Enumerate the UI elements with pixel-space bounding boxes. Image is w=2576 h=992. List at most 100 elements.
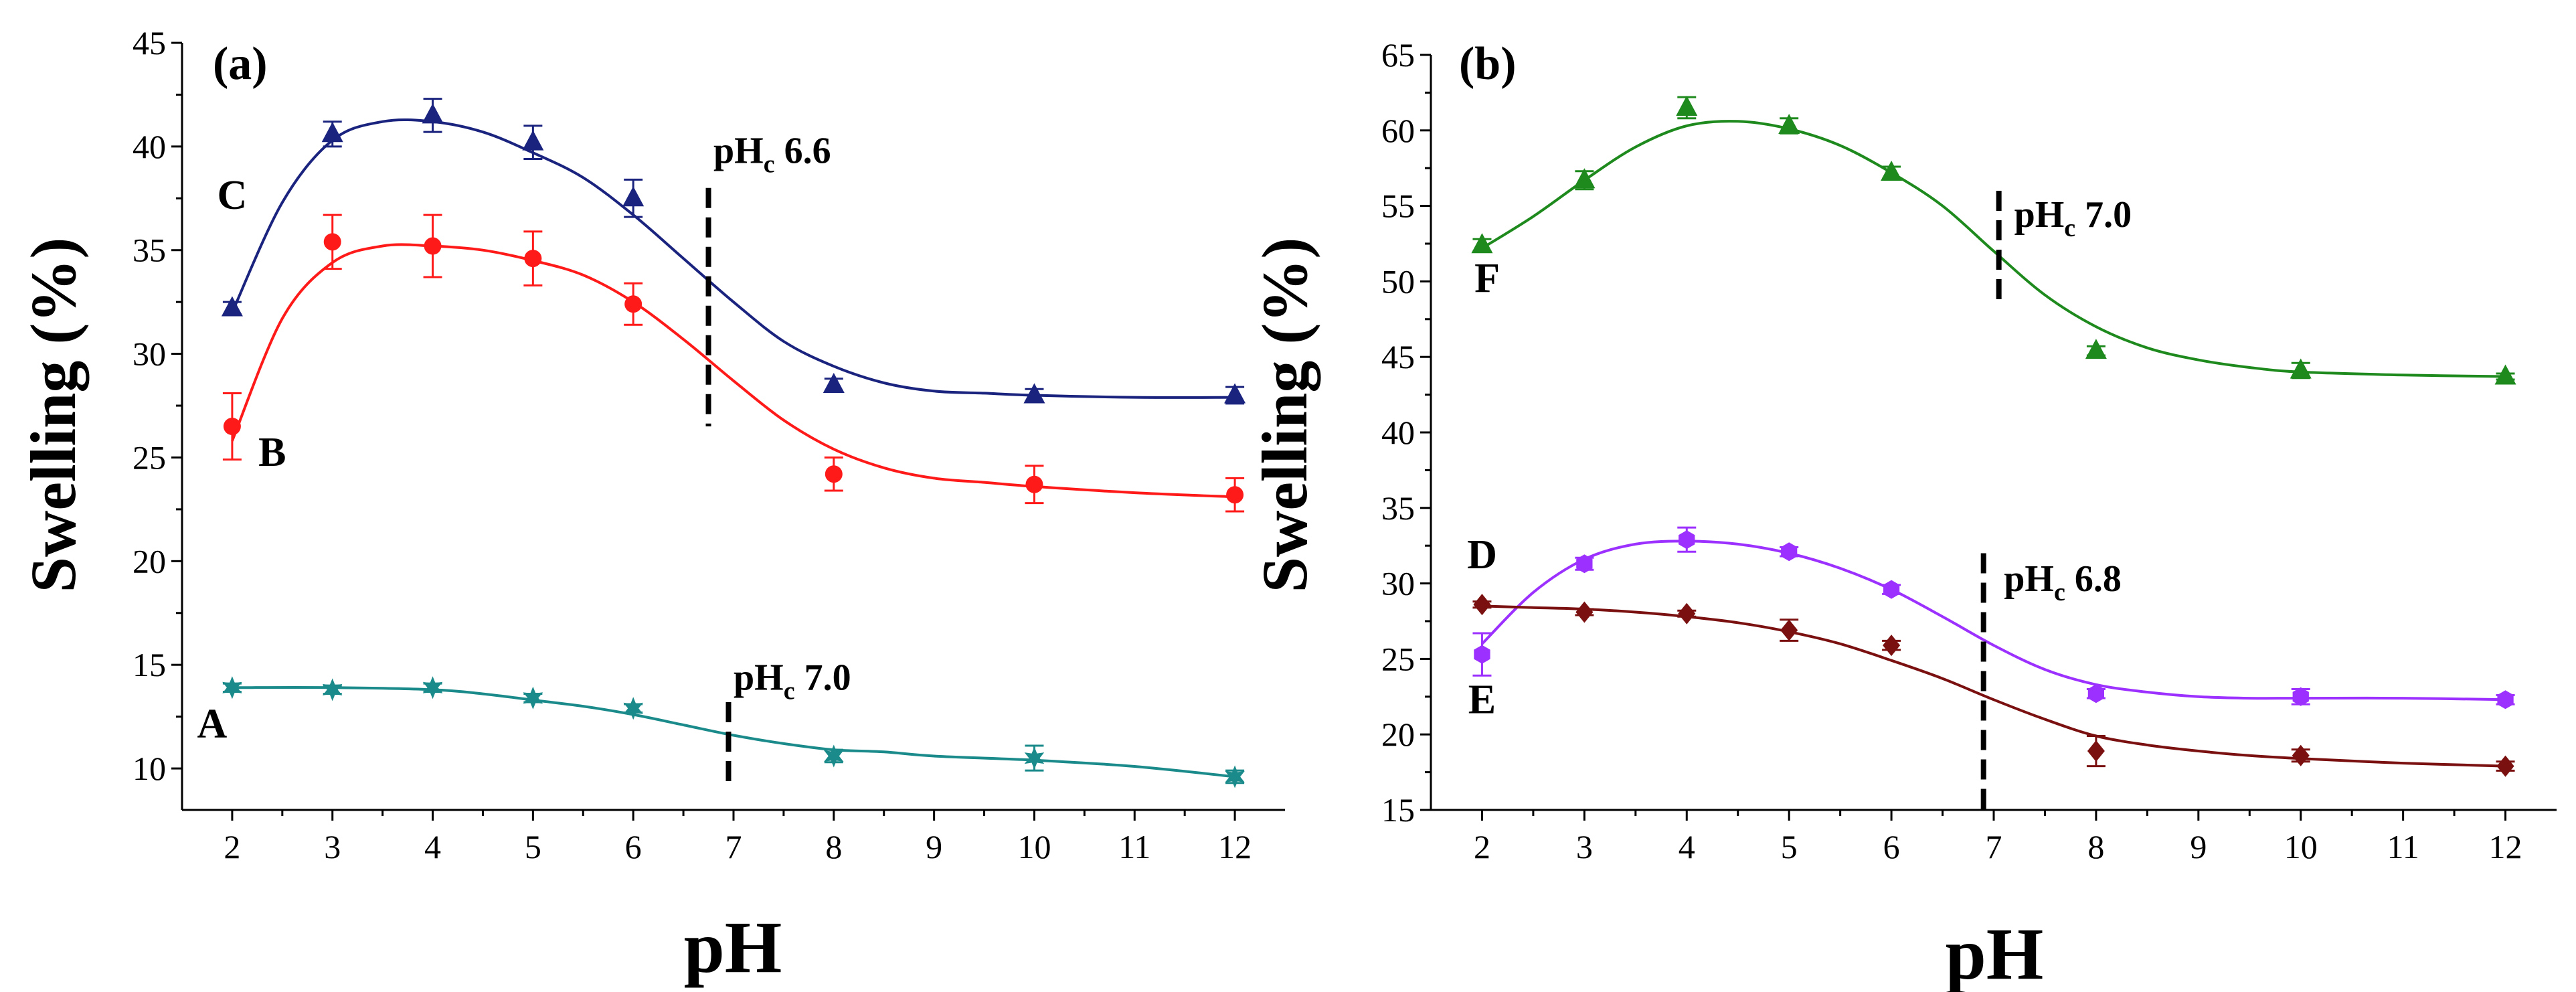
data-point <box>623 697 643 720</box>
fit-line <box>1481 120 2506 378</box>
x-tick-label: 11 <box>1118 828 1150 865</box>
y-tick-label: 65 <box>1381 36 1415 74</box>
critical-ph-label: pHc 7.0 <box>734 657 851 705</box>
data-point <box>524 250 542 268</box>
data-point <box>1473 594 1491 616</box>
series-label: A <box>197 701 228 747</box>
x-tick-label: 6 <box>625 828 642 865</box>
x-tick-label: 4 <box>1679 828 1695 865</box>
series-F: F <box>1471 95 2516 385</box>
x-tick-label: 12 <box>1218 828 1252 865</box>
x-tick-label: 7 <box>1986 828 2002 865</box>
data-point <box>221 296 243 317</box>
data-point <box>1781 542 1798 562</box>
data-point <box>1778 114 1800 135</box>
data-point <box>1576 554 1593 574</box>
y-tick-label: 35 <box>133 232 166 269</box>
fit-line <box>1481 540 2506 701</box>
data-point <box>424 237 442 255</box>
critical-ph-label: pHc 7.0 <box>2014 194 2132 242</box>
fit-line <box>231 118 1235 399</box>
data-point <box>223 418 241 435</box>
x-axis-title: pH <box>684 906 782 988</box>
data-point <box>823 373 845 394</box>
y-tick-label: 30 <box>133 335 166 373</box>
data-point <box>422 103 444 124</box>
y-axis-title-text: Swelling (%) <box>1249 238 1320 593</box>
data-point <box>1226 486 1244 504</box>
data-point <box>1676 95 1698 116</box>
data-point <box>1225 765 1245 789</box>
series-label: E <box>1468 677 1496 723</box>
x-tick-label: 2 <box>224 828 240 865</box>
panel-label: (a) <box>213 38 268 90</box>
series-label: B <box>258 430 286 475</box>
data-point <box>1224 383 1246 404</box>
data-point <box>1024 746 1045 770</box>
x-tick-label: 7 <box>725 828 742 865</box>
data-point <box>2292 687 2309 706</box>
panel-b: (b) Swelling (%) pH 15202530354045505560… <box>1249 36 2557 992</box>
data-point <box>1881 160 1903 181</box>
x-tick-label: 4 <box>424 828 441 865</box>
y-tick-label: 30 <box>1381 565 1415 602</box>
x-tick-label: 12 <box>2489 828 2522 865</box>
y-tick-label: 60 <box>1381 112 1415 149</box>
y-tick-label: 55 <box>1381 187 1415 225</box>
data-point <box>1025 475 1043 493</box>
data-point <box>1780 619 1798 641</box>
series-B: B <box>222 214 1245 513</box>
x-tick-label: 3 <box>1576 828 1593 865</box>
critical-ph-label: pHc 6.8 <box>2004 558 2122 606</box>
x-tick-label: 10 <box>2284 828 2318 865</box>
series-E: E <box>1468 594 2515 777</box>
y-axis-title: Swelling (%) <box>17 238 89 593</box>
data-point <box>2087 684 2104 704</box>
y-tick-label: 45 <box>133 24 166 62</box>
data-point <box>2496 755 2514 777</box>
data-point <box>824 744 844 768</box>
data-point <box>321 122 343 143</box>
series-D: D <box>1467 526 2515 710</box>
y-tick-label: 25 <box>133 438 166 476</box>
data-point <box>1023 383 1045 404</box>
x-tick-label: 3 <box>324 828 341 865</box>
data-point <box>422 676 443 699</box>
data-point <box>2290 358 2312 379</box>
x-tick-label: 5 <box>1781 828 1798 865</box>
x-axis-title: pH <box>1946 913 2044 992</box>
data-point <box>624 295 642 313</box>
x-tick-label: 8 <box>825 828 842 865</box>
data-point <box>825 465 843 483</box>
fit-line <box>232 686 1235 778</box>
data-point <box>1883 580 1900 599</box>
panel-label: (b) <box>1459 38 1517 90</box>
series-label: D <box>1467 532 1497 578</box>
data-point <box>1575 601 1594 623</box>
x-tick-label: 8 <box>2087 828 2104 865</box>
series-label: F <box>1474 256 1500 301</box>
x-tick-label: 9 <box>2190 828 2207 865</box>
y-tick-label: 40 <box>1381 414 1415 451</box>
data-point <box>323 233 341 251</box>
data-point <box>1883 635 1901 657</box>
series-label: C <box>218 173 248 218</box>
x-tick-label: 6 <box>1883 828 1900 865</box>
y-tick-label: 10 <box>133 750 166 787</box>
fit-line <box>231 243 1235 499</box>
data-point <box>2085 339 2107 359</box>
data-point <box>523 686 543 710</box>
data-point <box>1471 233 1493 254</box>
critical-ph-label: pHc 6.6 <box>713 131 831 179</box>
x-tick-label: 11 <box>2387 828 2419 865</box>
y-tick-label: 35 <box>1381 489 1415 527</box>
data-point <box>2292 744 2310 766</box>
y-axis-title-text: Swelling (%) <box>17 238 89 593</box>
data-point <box>1474 645 1490 664</box>
y-tick-label: 50 <box>1381 262 1415 300</box>
y-axis-title: Swelling (%) <box>1249 238 1320 593</box>
series-A: A <box>197 676 1245 789</box>
